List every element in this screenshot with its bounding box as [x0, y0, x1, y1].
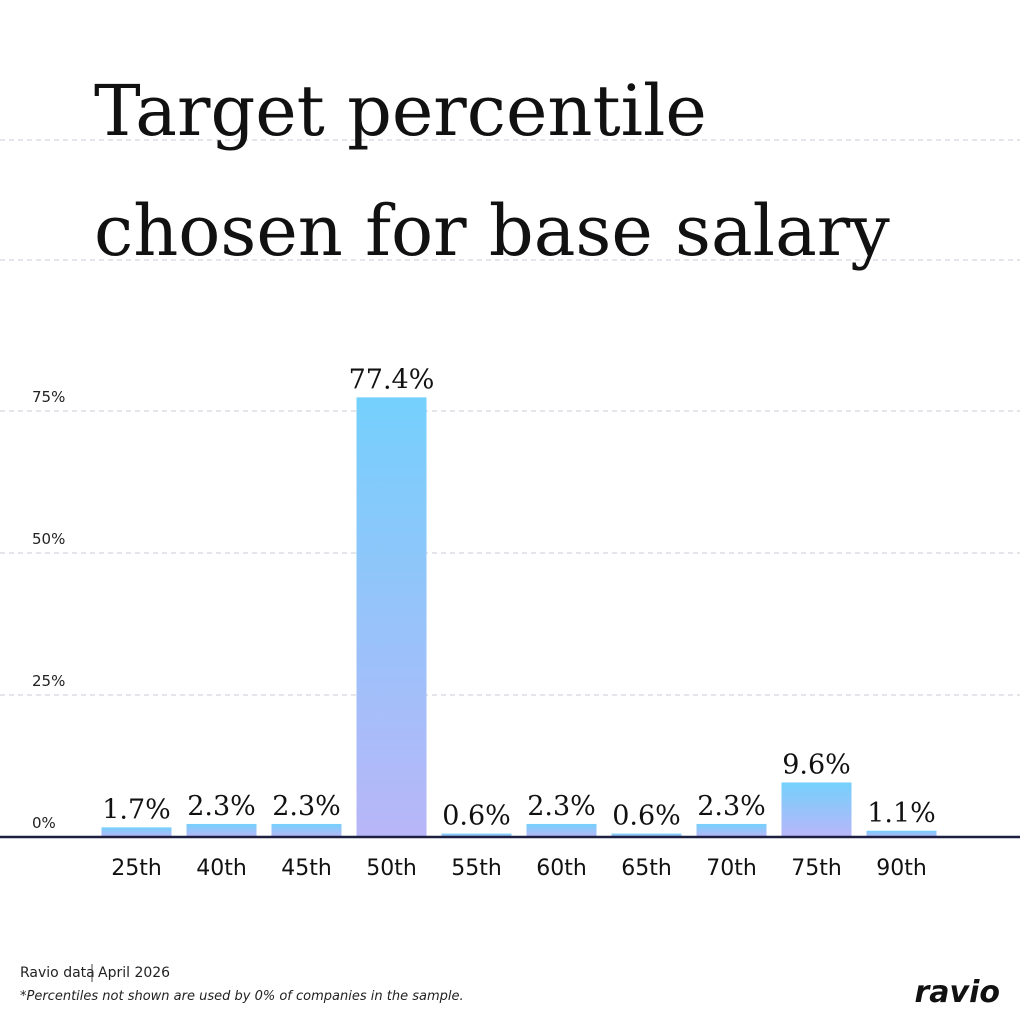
bar	[441, 833, 512, 837]
y-tick-label: 75%	[32, 388, 65, 406]
bar	[101, 827, 172, 837]
bar	[866, 830, 937, 837]
chart-title: Target percentile	[94, 70, 707, 152]
value-label: 77.4%	[349, 364, 435, 395]
value-label: 9.6%	[782, 749, 851, 780]
x-tick-label: 70th	[706, 856, 757, 881]
x-tick-label: 75th	[791, 856, 842, 881]
x-tick-label: 90th	[876, 856, 927, 881]
value-label: 1.1%	[867, 798, 936, 829]
value-label: 2.3%	[697, 791, 766, 822]
bar	[526, 823, 597, 837]
bar	[186, 823, 257, 837]
value-label: 0.6%	[442, 801, 511, 832]
bar	[271, 823, 342, 837]
bar	[356, 397, 427, 837]
footnote: *Percentiles not shown are used by 0% of…	[20, 989, 464, 1004]
source: Ravio data	[20, 965, 95, 981]
x-tick-label: 60th	[536, 856, 587, 881]
x-tick-label: 55th	[451, 856, 502, 881]
y-tick-label: 25%	[32, 672, 65, 690]
value-label: 2.3%	[527, 791, 596, 822]
y-tick-label: 50%	[32, 530, 65, 548]
x-tick-label: 65th	[621, 856, 672, 881]
plot-area: 0% 25% 50% 75% 1.7% 25th 2.3% 40th 2.3% 45th 77.4%…	[0, 364, 1020, 881]
bar	[781, 782, 852, 837]
x-tick-label: 50th	[366, 856, 417, 881]
bar	[611, 833, 682, 837]
logo: ravio	[915, 975, 1001, 1010]
value-label: 2.3%	[187, 791, 256, 822]
x-tick-label: 25th	[111, 856, 162, 881]
x-tick-label: 40th	[196, 856, 247, 881]
y-tick-label: 0%	[32, 814, 56, 832]
bar	[696, 823, 767, 837]
value-label: 1.7%	[102, 794, 171, 825]
value-label: 0.6%	[612, 801, 681, 832]
value-label: 2.3%	[272, 791, 341, 822]
date: April 2026	[98, 965, 170, 981]
chart-title: chosen for base salary	[94, 190, 890, 272]
x-tick-label: 45th	[281, 856, 332, 881]
